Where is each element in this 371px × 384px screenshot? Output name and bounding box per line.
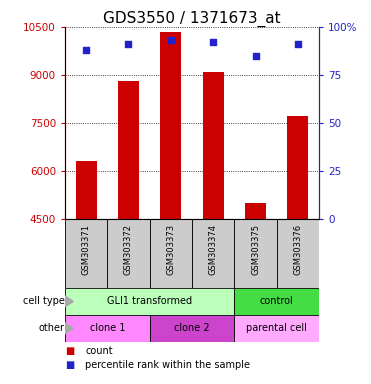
Bar	[150, 315, 234, 342]
Bar	[192, 219, 234, 288]
Bar	[65, 315, 150, 342]
Text: control: control	[260, 296, 293, 306]
Text: GSM303376: GSM303376	[293, 224, 302, 275]
Point	[168, 37, 174, 43]
Text: percentile rank within the sample: percentile rank within the sample	[85, 360, 250, 370]
Text: other: other	[39, 323, 65, 333]
Bar	[65, 288, 234, 315]
Bar	[118, 81, 139, 219]
Bar	[160, 31, 181, 219]
Text: GSM303374: GSM303374	[209, 224, 218, 275]
Bar	[287, 116, 308, 219]
Bar	[150, 219, 192, 288]
Bar	[203, 72, 224, 219]
Bar	[277, 219, 319, 288]
Point	[210, 39, 216, 45]
Text: GSM303372: GSM303372	[124, 224, 133, 275]
Text: GSM303375: GSM303375	[251, 224, 260, 275]
Title: GDS3550 / 1371673_at: GDS3550 / 1371673_at	[103, 11, 281, 27]
Text: ■: ■	[65, 360, 74, 370]
Point	[295, 41, 301, 47]
Point	[253, 53, 259, 59]
Text: ■: ■	[65, 346, 74, 356]
Bar	[107, 219, 150, 288]
Bar	[234, 315, 319, 342]
Bar	[234, 288, 319, 315]
Bar	[234, 219, 277, 288]
Polygon shape	[65, 296, 73, 307]
Bar	[245, 203, 266, 219]
Point	[125, 41, 131, 47]
Text: cell type: cell type	[23, 296, 65, 306]
Text: GSM303371: GSM303371	[82, 224, 91, 275]
Text: clone 2: clone 2	[174, 323, 210, 333]
Bar	[65, 219, 107, 288]
Text: GSM303373: GSM303373	[166, 224, 175, 275]
Text: clone 1: clone 1	[89, 323, 125, 333]
Point	[83, 47, 89, 53]
Text: GLI1 transformed: GLI1 transformed	[107, 296, 192, 306]
Text: count: count	[85, 346, 113, 356]
Bar	[76, 161, 97, 219]
Polygon shape	[65, 323, 73, 334]
Text: parental cell: parental cell	[246, 323, 307, 333]
